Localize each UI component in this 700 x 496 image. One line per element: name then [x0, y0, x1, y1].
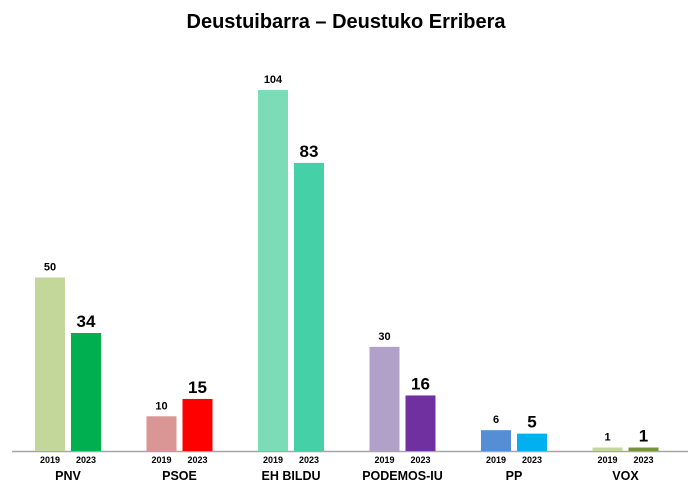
data-label: 1	[604, 432, 610, 444]
bar-2023	[71, 332, 101, 451]
data-label: 1	[639, 427, 648, 446]
bar-2023	[628, 447, 659, 451]
series-year-label: 2019	[263, 455, 283, 465]
bar-2023	[517, 433, 547, 451]
series-year-label: 2019	[40, 455, 60, 465]
bar-2019	[258, 90, 288, 451]
data-label: 50	[44, 261, 56, 273]
data-label: 15	[188, 378, 207, 397]
series-year-label: 2019	[597, 455, 617, 465]
series-year-label: 2019	[486, 455, 506, 465]
category-label: PODEMOS-IU	[362, 469, 443, 483]
bar-2019	[369, 346, 400, 451]
series-year-label: 2019	[151, 455, 171, 465]
data-label: 16	[411, 374, 430, 393]
category-label: PP	[506, 469, 523, 483]
category-label: PSOE	[162, 469, 197, 483]
category-label: PNV	[55, 469, 81, 483]
series-year-label: 2019	[374, 455, 394, 465]
data-label: 30	[378, 331, 390, 343]
series-year-label: 2023	[187, 455, 207, 465]
data-label: 6	[493, 414, 499, 426]
data-label: 5	[527, 413, 536, 432]
series-year-label: 2023	[299, 455, 319, 465]
data-label: 104	[264, 74, 283, 86]
bar-2019	[35, 277, 65, 451]
series-year-label: 2023	[410, 455, 430, 465]
data-label: 83	[300, 142, 319, 161]
chart-marks: 502019342023PNV102019152023PSOE104201983…	[12, 74, 688, 483]
bar-2019	[146, 416, 177, 451]
bar-2023	[294, 162, 324, 451]
bar-2019	[481, 430, 511, 451]
category-label: EH BILDU	[261, 469, 320, 483]
chart-title: Deustuibarra – Deustuko Erribera	[187, 11, 507, 33]
series-year-label: 2023	[76, 455, 96, 465]
data-label: 10	[155, 400, 167, 412]
series-year-label: 2023	[633, 455, 653, 465]
category-label: VOX	[612, 469, 639, 483]
bar-2023	[182, 398, 213, 451]
bar-2023	[405, 395, 436, 451]
series-year-label: 2023	[522, 455, 542, 465]
data-label: 34	[77, 312, 96, 331]
bar-2019	[592, 447, 623, 451]
